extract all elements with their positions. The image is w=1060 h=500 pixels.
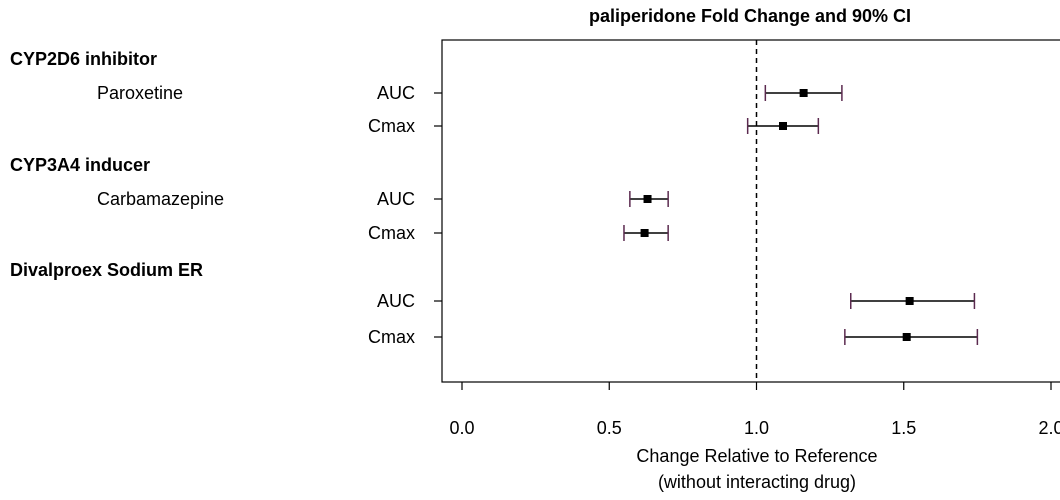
x-tick-label: 0.0 [449, 418, 474, 438]
x-tick-label: 1.0 [744, 418, 769, 438]
group-label: Divalproex Sodium ER [10, 260, 203, 280]
group-label: CYP3A4 inducer [10, 155, 150, 175]
chart-marks: 0.0 0.5 1.0 1.5 2.0 CYP2D6 inhibitor Paroxetin… [10, 40, 1060, 438]
plot-frame [441, 39, 1060, 383]
x-tick-label: 0.5 [597, 418, 622, 438]
x-axis-label-line2: (without interacting drug) [658, 472, 856, 492]
point-estimate [643, 195, 652, 203]
parameter-label: AUC [377, 291, 415, 311]
chart-title: paliperidone Fold Change and 90% CI [589, 6, 911, 26]
x-axis-label: Change Relative to Reference [636, 446, 877, 466]
x-tick-label: 1.5 [891, 418, 916, 438]
drug-label: Carbamazepine [97, 189, 224, 209]
parameter-label: Cmax [368, 223, 415, 243]
parameter-label: Cmax [368, 327, 415, 347]
parameter-label: AUC [377, 189, 415, 209]
point-estimate [902, 333, 911, 341]
point-estimate [640, 229, 649, 237]
point-estimate [779, 122, 788, 130]
x-tick-label: 2.0 [1038, 418, 1060, 438]
parameter-label: Cmax [368, 116, 415, 136]
point-estimate [799, 89, 808, 97]
group-label: CYP2D6 inhibitor [10, 49, 157, 69]
point-estimate [905, 297, 914, 305]
parameter-label: AUC [377, 83, 415, 103]
drug-label: Paroxetine [97, 83, 183, 103]
